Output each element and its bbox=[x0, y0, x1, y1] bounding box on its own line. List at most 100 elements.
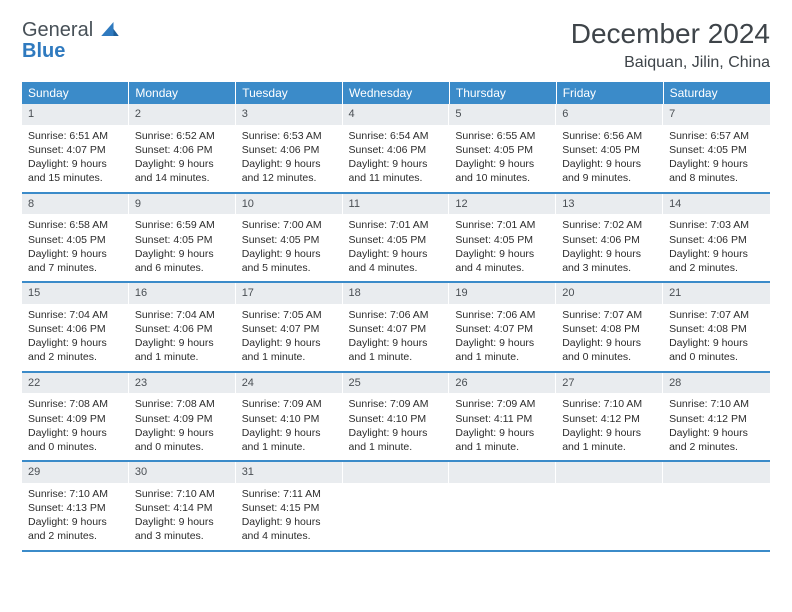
day-body: Sunrise: 7:11 AMSunset: 4:15 PMDaylight:… bbox=[236, 483, 343, 550]
daylight-text: Daylight: 9 hours bbox=[669, 157, 764, 171]
day-body: Sunrise: 7:10 AMSunset: 4:13 PMDaylight:… bbox=[22, 483, 129, 550]
logo-line2: Blue bbox=[22, 40, 65, 62]
day-number: 17 bbox=[236, 283, 343, 304]
day-body bbox=[449, 483, 556, 543]
sunrise-text: Sunrise: 6:57 AM bbox=[669, 129, 764, 143]
day-body: Sunrise: 6:54 AMSunset: 4:06 PMDaylight:… bbox=[343, 125, 450, 192]
sunrise-text: Sunrise: 7:07 AM bbox=[669, 308, 764, 322]
sunset-text: Sunset: 4:06 PM bbox=[562, 233, 657, 247]
calendar-day-cell: 4Sunrise: 6:54 AMSunset: 4:06 PMDaylight… bbox=[343, 104, 450, 193]
day-number: 5 bbox=[449, 104, 556, 125]
day-body bbox=[663, 483, 770, 543]
daylight-text: Daylight: 9 hours bbox=[242, 515, 337, 529]
logo: General Blue bbox=[22, 18, 119, 62]
sunrise-text: Sunrise: 6:54 AM bbox=[349, 129, 444, 143]
day-body: Sunrise: 7:01 AMSunset: 4:05 PMDaylight:… bbox=[449, 214, 556, 281]
day-number: 12 bbox=[449, 194, 556, 215]
calendar-week-row: 1Sunrise: 6:51 AMSunset: 4:07 PMDaylight… bbox=[22, 104, 770, 193]
sunset-text: Sunset: 4:06 PM bbox=[135, 143, 230, 157]
calendar-day-cell: 19Sunrise: 7:06 AMSunset: 4:07 PMDayligh… bbox=[449, 282, 556, 372]
sunrise-text: Sunrise: 7:11 AM bbox=[242, 487, 337, 501]
sail-icon bbox=[101, 20, 119, 34]
sunrise-text: Sunrise: 7:09 AM bbox=[455, 397, 550, 411]
calendar-day-cell: 12Sunrise: 7:01 AMSunset: 4:05 PMDayligh… bbox=[449, 193, 556, 283]
day-number: 21 bbox=[663, 283, 770, 304]
daylight-text: Daylight: 9 hours bbox=[455, 426, 550, 440]
day-body: Sunrise: 7:10 AMSunset: 4:12 PMDaylight:… bbox=[556, 393, 663, 460]
day-body: Sunrise: 7:04 AMSunset: 4:06 PMDaylight:… bbox=[129, 304, 236, 371]
daylight-text: and 1 minute. bbox=[455, 440, 550, 454]
daylight-text: Daylight: 9 hours bbox=[562, 247, 657, 261]
sunset-text: Sunset: 4:08 PM bbox=[669, 322, 764, 336]
sunrise-text: Sunrise: 7:10 AM bbox=[28, 487, 123, 501]
weekday-header: Monday bbox=[129, 82, 236, 104]
daylight-text: Daylight: 9 hours bbox=[562, 157, 657, 171]
calendar-day-cell bbox=[556, 461, 663, 551]
daylight-text: and 1 minute. bbox=[349, 440, 444, 454]
calendar-day-cell: 10Sunrise: 7:00 AMSunset: 4:05 PMDayligh… bbox=[236, 193, 343, 283]
sunrise-text: Sunrise: 7:07 AM bbox=[562, 308, 657, 322]
daylight-text: and 2 minutes. bbox=[669, 440, 764, 454]
daylight-text: and 1 minute. bbox=[135, 350, 230, 364]
day-body: Sunrise: 6:55 AMSunset: 4:05 PMDaylight:… bbox=[449, 125, 556, 192]
calendar-week-row: 15Sunrise: 7:04 AMSunset: 4:06 PMDayligh… bbox=[22, 282, 770, 372]
daylight-text: and 5 minutes. bbox=[242, 261, 337, 275]
daylight-text: Daylight: 9 hours bbox=[562, 426, 657, 440]
day-body: Sunrise: 7:09 AMSunset: 4:10 PMDaylight:… bbox=[343, 393, 450, 460]
sunset-text: Sunset: 4:05 PM bbox=[562, 143, 657, 157]
day-number: 1 bbox=[22, 104, 129, 125]
sunrise-text: Sunrise: 6:59 AM bbox=[135, 218, 230, 232]
calendar-day-cell: 3Sunrise: 6:53 AMSunset: 4:06 PMDaylight… bbox=[236, 104, 343, 193]
sunset-text: Sunset: 4:08 PM bbox=[562, 322, 657, 336]
sunrise-text: Sunrise: 7:08 AM bbox=[135, 397, 230, 411]
day-number bbox=[449, 462, 556, 483]
calendar-day-cell: 21Sunrise: 7:07 AMSunset: 4:08 PMDayligh… bbox=[663, 282, 770, 372]
sunset-text: Sunset: 4:07 PM bbox=[349, 322, 444, 336]
sunset-text: Sunset: 4:09 PM bbox=[28, 412, 123, 426]
day-number: 9 bbox=[129, 194, 236, 215]
daylight-text: and 2 minutes. bbox=[28, 529, 123, 543]
sunset-text: Sunset: 4:05 PM bbox=[455, 233, 550, 247]
day-number: 25 bbox=[343, 373, 450, 394]
calendar-day-cell: 20Sunrise: 7:07 AMSunset: 4:08 PMDayligh… bbox=[556, 282, 663, 372]
sunrise-text: Sunrise: 7:04 AM bbox=[28, 308, 123, 322]
calendar-day-cell bbox=[449, 461, 556, 551]
daylight-text: Daylight: 9 hours bbox=[242, 426, 337, 440]
calendar-day-cell: 2Sunrise: 6:52 AMSunset: 4:06 PMDaylight… bbox=[129, 104, 236, 193]
logo-line1: General bbox=[22, 19, 93, 41]
daylight-text: and 0 minutes. bbox=[669, 350, 764, 364]
calendar-day-cell: 27Sunrise: 7:10 AMSunset: 4:12 PMDayligh… bbox=[556, 372, 663, 462]
calendar-day-cell: 24Sunrise: 7:09 AMSunset: 4:10 PMDayligh… bbox=[236, 372, 343, 462]
sunset-text: Sunset: 4:07 PM bbox=[242, 322, 337, 336]
daylight-text: Daylight: 9 hours bbox=[562, 336, 657, 350]
sunrise-text: Sunrise: 7:10 AM bbox=[669, 397, 764, 411]
sunset-text: Sunset: 4:06 PM bbox=[242, 143, 337, 157]
sunset-text: Sunset: 4:05 PM bbox=[455, 143, 550, 157]
day-body: Sunrise: 7:09 AMSunset: 4:11 PMDaylight:… bbox=[449, 393, 556, 460]
day-number: 2 bbox=[129, 104, 236, 125]
day-number: 31 bbox=[236, 462, 343, 483]
daylight-text: Daylight: 9 hours bbox=[135, 515, 230, 529]
daylight-text: Daylight: 9 hours bbox=[455, 336, 550, 350]
sunrise-text: Sunrise: 7:04 AM bbox=[135, 308, 230, 322]
calendar-day-cell: 9Sunrise: 6:59 AMSunset: 4:05 PMDaylight… bbox=[129, 193, 236, 283]
sunset-text: Sunset: 4:14 PM bbox=[135, 501, 230, 515]
day-number: 10 bbox=[236, 194, 343, 215]
daylight-text: and 7 minutes. bbox=[28, 261, 123, 275]
calendar-day-cell: 17Sunrise: 7:05 AMSunset: 4:07 PMDayligh… bbox=[236, 282, 343, 372]
day-body: Sunrise: 7:06 AMSunset: 4:07 PMDaylight:… bbox=[449, 304, 556, 371]
daylight-text: and 4 minutes. bbox=[349, 261, 444, 275]
sunset-text: Sunset: 4:09 PM bbox=[135, 412, 230, 426]
calendar-day-cell: 16Sunrise: 7:04 AMSunset: 4:06 PMDayligh… bbox=[129, 282, 236, 372]
calendar-day-cell bbox=[663, 461, 770, 551]
sunset-text: Sunset: 4:05 PM bbox=[28, 233, 123, 247]
day-body: Sunrise: 7:09 AMSunset: 4:10 PMDaylight:… bbox=[236, 393, 343, 460]
day-body bbox=[343, 483, 450, 543]
day-body: Sunrise: 7:06 AMSunset: 4:07 PMDaylight:… bbox=[343, 304, 450, 371]
sunrise-text: Sunrise: 7:08 AM bbox=[28, 397, 123, 411]
day-body: Sunrise: 6:56 AMSunset: 4:05 PMDaylight:… bbox=[556, 125, 663, 192]
daylight-text: Daylight: 9 hours bbox=[28, 336, 123, 350]
day-number: 16 bbox=[129, 283, 236, 304]
calendar-table: SundayMondayTuesdayWednesdayThursdayFrid… bbox=[22, 82, 770, 552]
daylight-text: and 4 minutes. bbox=[242, 529, 337, 543]
